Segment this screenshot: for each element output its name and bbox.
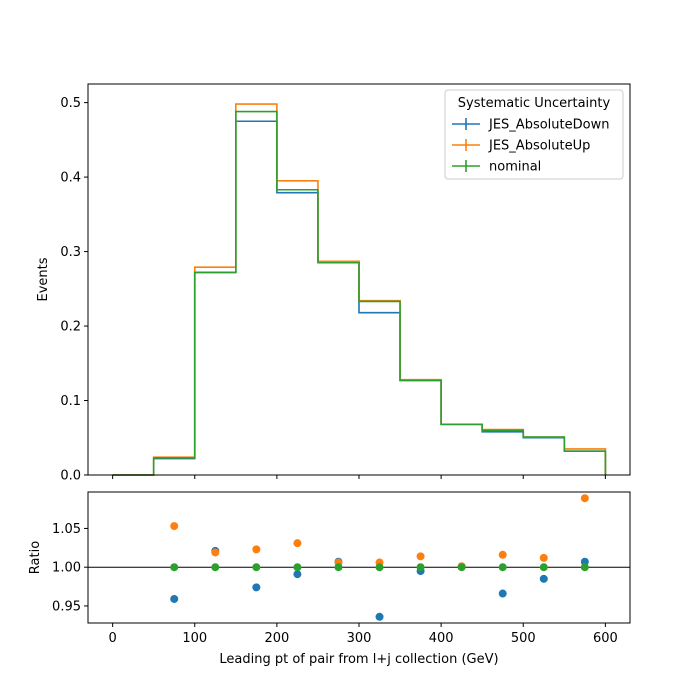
ratio-point [539, 563, 548, 572]
top-y-tick-label: 0.4 [60, 171, 81, 186]
ratio-y-axis-label: Ratio [28, 541, 43, 574]
ratio-point [580, 563, 589, 572]
legend-title: Systematic Uncertainty [458, 96, 611, 111]
top-series-group [112, 103, 607, 476]
x-tick-label: 0 [108, 631, 116, 646]
top-y-tick-label: 0.1 [60, 394, 81, 409]
top-y-axis-label: Events [36, 257, 51, 301]
x-tick-label: 400 [429, 631, 454, 646]
x-tick-label: 300 [347, 631, 372, 646]
ratio-point [416, 552, 425, 561]
ratio-point [170, 594, 179, 603]
top-y-tick-label: 0.0 [60, 469, 81, 484]
x-tick-label: 600 [593, 631, 618, 646]
top-y-tick-label: 0.2 [60, 320, 81, 335]
ratio-y-tick-label: 0.95 [52, 599, 81, 614]
ratio-point [293, 539, 302, 548]
ratio-point [293, 563, 302, 572]
ratio-point [539, 553, 548, 562]
legend-label: nominal [489, 160, 541, 175]
ratio-panel: 0 100 200 300 400 500 600 0.95 1.00 1.05 Ratio Le… [28, 491, 631, 667]
x-tick-label: 500 [511, 631, 536, 646]
ratio-point [457, 563, 466, 572]
ratio-series-group [170, 494, 589, 621]
ratio-point [252, 563, 261, 572]
top-axis-ticks: 0.0 0.1 0.2 0.3 0.4 0.5 [60, 96, 606, 484]
x-tick-label: 200 [264, 631, 289, 646]
ratio-point [375, 612, 384, 621]
ratio-y-tick-label: 1.05 [52, 522, 81, 537]
top-y-tick-label: 0.5 [60, 96, 81, 111]
ratio-series-nominal [170, 563, 589, 572]
ratio-point [498, 563, 507, 572]
legend-box [444, 89, 624, 180]
step-line-nominal [112, 110, 607, 476]
top-y-tick-label: 0.3 [60, 245, 81, 260]
ratio-point [539, 574, 548, 583]
ratio-point [211, 548, 220, 557]
legend-item-JES_AbsoluteDown: JES_AbsoluteDown [452, 118, 609, 133]
ratio-point [252, 545, 261, 554]
ratio-point [334, 563, 343, 572]
ratio-point [170, 563, 179, 572]
ratio-axis-ticks: 0 100 200 300 400 500 600 0.95 1.00 1.05 [52, 522, 618, 646]
ratio-point [252, 583, 261, 592]
legend-item-nominal: nominal [452, 160, 541, 175]
legend-item-JES_AbsoluteUp: JES_AbsoluteUp [452, 139, 590, 154]
ratio-point [211, 563, 220, 572]
ratio-point [580, 494, 589, 503]
legend-label: JES_AbsoluteDown [488, 118, 609, 133]
top-panel: 0.0 0.1 0.2 0.3 0.4 0.5 Events Systematic Unc… [36, 83, 631, 484]
legend-label: JES_AbsoluteUp [488, 139, 590, 154]
x-tick-label: 100 [182, 631, 207, 646]
ratio-point [293, 570, 302, 579]
ratio-point [416, 563, 425, 572]
x-axis-label: Leading pt of pair from l+j collection (… [219, 652, 498, 667]
ratio-y-tick-label: 1.00 [52, 561, 81, 576]
ratio-point [498, 550, 507, 559]
ratio-point [375, 563, 384, 572]
ratio-point [170, 522, 179, 531]
ratio-point [498, 589, 507, 598]
legend: Systematic Uncertainty JES_AbsoluteDownJ… [444, 89, 624, 180]
